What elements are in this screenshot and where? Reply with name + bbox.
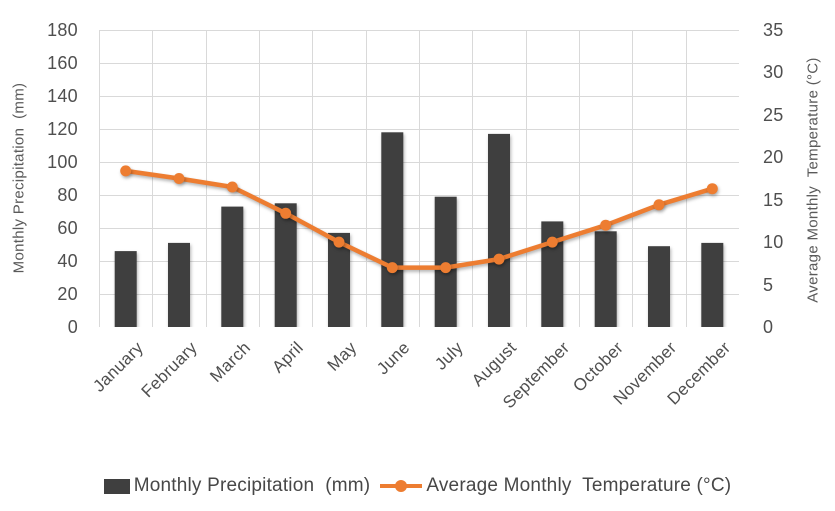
left-tick-40: 40 (57, 251, 78, 271)
temperature-marker-september (546, 236, 558, 248)
temperature-line (123, 168, 715, 270)
right-tick-25: 25 (763, 104, 784, 125)
right-tick-35: 35 (763, 20, 784, 40)
left-tick-20: 20 (57, 284, 78, 304)
month-label-february: February (137, 338, 201, 402)
temperature-marker-july (440, 262, 452, 274)
precipitation-bar-february (168, 242, 190, 327)
legend-item-precipitation: Monthly Precipitation (mm) (103, 475, 371, 497)
precipitation-bar-august (488, 133, 510, 327)
precipitation-bars (114, 132, 724, 328)
temperature-marker-december (706, 183, 718, 195)
legend-temperature-label: Average Monthly Temperature (°C) (426, 475, 732, 496)
temperature-marker-february (173, 173, 185, 184)
temperature-marker-april (280, 207, 292, 219)
precipitation-bar-june (381, 132, 404, 327)
precipitation-bar-november (648, 246, 670, 327)
month-label-may: May (323, 338, 361, 375)
precipitation-bar-october (594, 231, 617, 327)
left-tick-100: 100 (47, 152, 78, 172)
left-tick-120: 120 (47, 119, 78, 139)
left-tick-0: 0 (67, 317, 78, 337)
temperature-marker-may (333, 236, 345, 248)
precipitation-bar-march (221, 206, 244, 327)
left-tick-140: 140 (47, 86, 78, 106)
gridlines (99, 30, 740, 328)
plot-svg (99, 30, 740, 328)
right-axis-title: Average Monthly Temperature (°C) (804, 57, 822, 303)
left-tick-180: 180 (47, 20, 78, 40)
temperature-marker-november (653, 199, 665, 211)
precipitation-bar-december (701, 242, 724, 327)
right-tick-0: 0 (763, 317, 774, 337)
legend: Monthly Precipitation (mm) Average Month… (0, 466, 835, 506)
precipitation-swatch-icon (103, 478, 130, 494)
month-label-july: July (431, 338, 468, 374)
month-label-march: March (205, 338, 254, 386)
temperature-markers (120, 165, 718, 274)
left-tick-60: 60 (57, 218, 78, 238)
precipitation-bar-september (541, 221, 564, 327)
legend-precipitation-label: Monthly Precipitation (mm) (133, 475, 371, 496)
plot-area (99, 30, 740, 328)
month-label-april: April (268, 338, 308, 377)
right-tick-5: 5 (763, 274, 774, 295)
month-label-june: June (373, 338, 414, 379)
temperature-marker-october (600, 219, 612, 231)
right-tick-30: 30 (763, 62, 784, 83)
right-tick-20: 20 (763, 147, 784, 168)
precipitation-bar-january (114, 251, 137, 327)
legend-item-temperature: Average Monthly Temperature (°C) (380, 475, 731, 497)
left-tick-80: 80 (57, 185, 78, 205)
precipitation-bar-april (274, 203, 297, 328)
temperature-marker-march (226, 181, 238, 193)
temperature-marker-june (386, 262, 398, 274)
temperature-marker-august (493, 253, 505, 265)
right-tick-15: 15 (763, 189, 784, 210)
precipitation-bar-july (434, 196, 457, 327)
precipitation-bar-may (328, 232, 350, 327)
temperature-swatch-icon (380, 479, 423, 494)
left-axis-title: Monthly Precipitation (mm) (10, 82, 28, 274)
temperature-marker-january (120, 165, 132, 177)
right-tick-10: 10 (763, 232, 784, 253)
left-tick-160: 160 (47, 53, 78, 73)
